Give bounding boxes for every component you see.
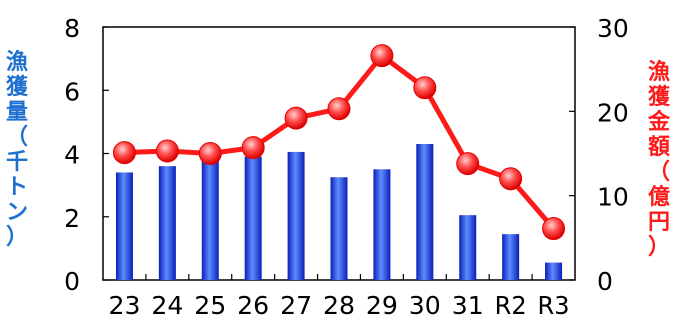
x-tick-label: 28 (323, 291, 355, 320)
bar (330, 177, 348, 280)
axis-label-char: 円 (648, 210, 671, 235)
line-point (198, 142, 222, 165)
line-point (284, 106, 308, 130)
x-tick-label: 23 (108, 291, 140, 320)
x-tick-label: R2 (495, 291, 527, 320)
line-point (456, 152, 480, 176)
bar (244, 156, 262, 280)
bar (373, 169, 391, 280)
y-tick-label-left: 8 (64, 14, 80, 43)
axis-label-char: ン (6, 200, 29, 225)
y-tick-label-right: 20 (597, 98, 629, 127)
x-tick-label: 31 (452, 291, 484, 320)
line-point (499, 167, 523, 191)
bar (115, 172, 133, 280)
bar-series (115, 144, 563, 280)
line-series (112, 44, 566, 241)
bar (201, 147, 219, 280)
bar (287, 151, 305, 280)
axis-label-char: （ (648, 160, 671, 185)
axis-label-char: ） (648, 235, 671, 260)
bar (502, 234, 520, 280)
line-point (241, 136, 265, 160)
y-tick-label-left: 0 (64, 267, 80, 296)
axis-label-char: 額 (648, 135, 671, 160)
x-tick-label: 30 (409, 291, 441, 320)
y-tick-label-right: 0 (597, 267, 613, 296)
y-tick-label-left: 2 (64, 204, 80, 233)
axis-label-char: 千 (6, 150, 29, 175)
y-axis-left-label: 漁獲量（千トン） (6, 50, 28, 250)
bar (416, 144, 434, 280)
axis-label-char: 漁 (6, 50, 29, 75)
x-tick-label: 24 (151, 291, 183, 320)
axis-label-char: （ (6, 125, 29, 150)
axis-label-char: 金 (648, 110, 671, 135)
axis-label-char: 獲 (6, 75, 29, 100)
y-tick-label-right: 10 (597, 183, 629, 212)
line-point (413, 76, 437, 100)
line-point (542, 217, 566, 241)
x-tick-label: 27 (280, 291, 312, 320)
line-point (327, 97, 351, 121)
line-point (155, 139, 179, 163)
y-tick-label-left: 6 (64, 77, 80, 106)
axis-label-char: 量 (6, 100, 29, 125)
y-axis-right-label: 漁獲金額（億円） (648, 60, 670, 260)
bar (158, 166, 176, 280)
axis-label-char: 漁 (648, 60, 671, 85)
axis-label-char: ） (6, 225, 29, 250)
line-point (112, 141, 136, 165)
axis-label-char: ト (6, 175, 29, 200)
y-tick-label-left: 4 (64, 141, 80, 170)
x-tick-label: 29 (366, 291, 398, 320)
line-point (370, 44, 394, 68)
axis-label-char: 獲 (648, 85, 671, 110)
x-tick-label: 26 (237, 291, 269, 320)
y-tick-label-right: 30 (597, 14, 629, 43)
x-tick-label: R3 (538, 291, 570, 320)
bar (459, 215, 477, 280)
bar (545, 262, 563, 280)
axis-label-char: 億 (648, 185, 671, 210)
x-tick-label: 25 (194, 291, 226, 320)
